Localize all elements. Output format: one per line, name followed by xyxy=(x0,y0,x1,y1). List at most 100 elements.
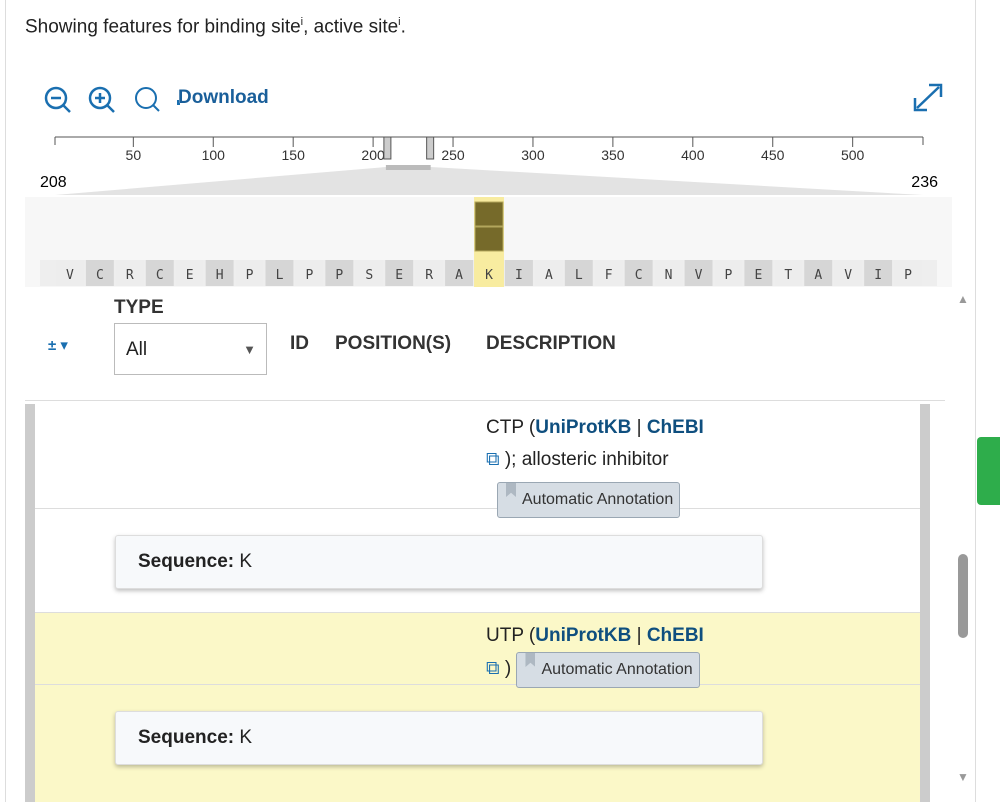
residue: L xyxy=(575,268,583,283)
residue-bg xyxy=(445,260,474,286)
panel xyxy=(5,0,976,802)
residue: A xyxy=(814,268,822,283)
link[interactable]: ChEBI xyxy=(646,417,704,438)
residue: A xyxy=(545,268,553,283)
residue: R xyxy=(126,268,134,283)
residue: H xyxy=(216,268,224,283)
header: TYPE xyxy=(114,297,164,318)
residue-bg xyxy=(175,260,204,286)
zoom-aa[interactable] xyxy=(135,87,160,112)
residue-bg xyxy=(834,260,863,286)
label: Sequence: xyxy=(138,727,235,748)
residue: C xyxy=(156,268,164,283)
residue-bg xyxy=(894,260,922,286)
residue: C xyxy=(96,268,104,283)
residue-bg xyxy=(115,260,144,286)
zoom-in[interactable] xyxy=(88,86,115,113)
intro-text: Showing features for binding site xyxy=(25,16,301,38)
download[interactable]: Download xyxy=(178,87,269,108)
navigation: 50 100 150 200 250 300 350 400 450 500 208 236 V C R C E… xyxy=(25,136,952,287)
type-filter[interactable]: All ▼ xyxy=(114,323,267,375)
residue: L xyxy=(276,268,284,283)
header: DESCRIPTION xyxy=(486,333,616,354)
window xyxy=(385,165,431,170)
residue: I xyxy=(874,268,882,283)
text: ) xyxy=(504,658,512,679)
highlight-row xyxy=(35,612,920,802)
residue-bg xyxy=(85,260,114,286)
tick-label: 300 xyxy=(521,147,545,163)
feature[interactable] xyxy=(474,226,504,252)
description: UTP (UniProtKB | ChEBI ⧉ ) Automatic Anno… xyxy=(486,620,906,688)
feature[interactable] xyxy=(474,201,504,227)
residue-bg xyxy=(804,260,833,286)
filter-value: All xyxy=(126,339,148,360)
label: Sequence: xyxy=(138,551,235,572)
text: | xyxy=(636,417,642,438)
residue: P xyxy=(904,268,912,283)
evidence[interactable]: Automatic Annotation xyxy=(516,652,700,688)
info-icon[interactable]: i xyxy=(398,16,401,28)
residue: P xyxy=(335,268,343,283)
residue-bg xyxy=(295,260,324,286)
residue-bg xyxy=(624,260,653,286)
info-icon[interactable]: i xyxy=(300,16,304,28)
residue: R xyxy=(425,268,433,283)
text: UTP ( xyxy=(486,625,536,646)
toggle[interactable]: ± xyxy=(48,337,57,354)
residue: S xyxy=(365,268,373,283)
evidence[interactable]: Automatic Annotation xyxy=(497,482,681,518)
residue-bg xyxy=(654,260,683,286)
link[interactable]: UniProtKB xyxy=(535,417,632,438)
tick-label: 200 xyxy=(361,147,385,163)
residue: T xyxy=(784,268,792,283)
header: POSITION(S) xyxy=(335,333,452,354)
intro: Showing features for binding sitei, acti… xyxy=(25,16,406,38)
residue-bg xyxy=(864,260,893,286)
residue-bg xyxy=(145,260,174,286)
residue-bg xyxy=(774,260,803,286)
zoom-tools xyxy=(44,86,180,113)
residue: C xyxy=(635,268,643,283)
residue-bg xyxy=(714,260,743,286)
rows xyxy=(35,404,920,802)
sequence-box: Sequence: K xyxy=(115,535,763,589)
intro-text: , active site xyxy=(303,16,399,38)
residue: N xyxy=(665,268,673,283)
residue: A xyxy=(455,268,463,283)
text: CTP ( xyxy=(486,417,536,438)
zoom-out[interactable] xyxy=(44,86,71,113)
brush-handle[interactable] xyxy=(383,136,392,160)
brush-handle[interactable] xyxy=(426,136,435,160)
link[interactable]: ChEBI xyxy=(646,625,704,646)
fullscreen[interactable] xyxy=(910,80,946,116)
residue-bg xyxy=(475,260,503,286)
download-icon[interactable] xyxy=(177,89,180,105)
sequence: K xyxy=(239,551,253,572)
side-tab[interactable] xyxy=(977,437,1000,505)
tick-label: 100 xyxy=(202,147,226,163)
residue: E xyxy=(186,268,194,283)
tick-label: 50 xyxy=(126,147,142,163)
zoom-projection xyxy=(55,167,923,195)
residue: E xyxy=(754,268,762,283)
description: CTP (UniProtKB | ChEBI ⧉ ); allosteric in… xyxy=(486,412,906,518)
expand-all[interactable]: ± ▾ xyxy=(48,337,68,354)
residue: V xyxy=(844,268,852,283)
residue: P xyxy=(246,268,254,283)
text: | xyxy=(636,625,642,646)
residue-bg xyxy=(744,260,773,286)
residue-bg xyxy=(325,260,354,286)
scrollbar[interactable]: ▲ ▼ xyxy=(957,292,969,784)
sequence: K xyxy=(239,727,253,748)
tick-label: 450 xyxy=(761,147,785,163)
intro-text: . xyxy=(400,16,406,38)
residue-bg xyxy=(504,260,533,286)
tick-label: 500 xyxy=(841,147,865,163)
residue-bg xyxy=(56,260,84,286)
link[interactable]: UniProtKB xyxy=(535,625,632,646)
residue: K xyxy=(485,268,493,283)
table-header xyxy=(25,288,945,401)
window-end: 236 xyxy=(911,174,938,191)
